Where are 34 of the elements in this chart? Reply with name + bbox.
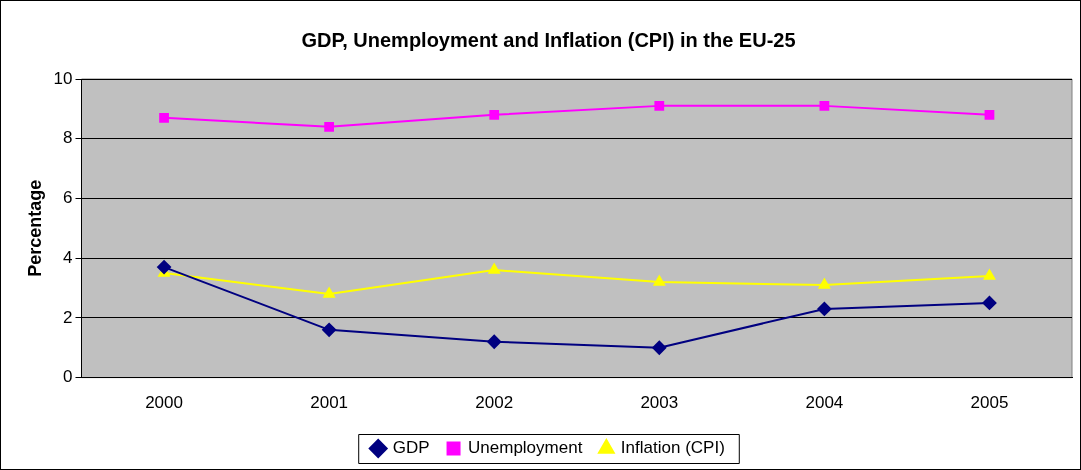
- legend-label: Unemployment: [468, 438, 583, 458]
- legend-label: Inflation (CPI): [620, 438, 725, 458]
- point: [488, 263, 500, 274]
- point: [818, 278, 831, 289]
- legend-label: GDP: [392, 438, 430, 458]
- point: [983, 269, 996, 280]
- x-tick-label: 2002: [475, 393, 514, 413]
- point: [817, 301, 832, 316]
- y-axis-title: Percentage: [24, 179, 45, 277]
- point: [819, 100, 830, 111]
- x-tick-label: 2005: [970, 393, 1009, 413]
- point: [653, 275, 666, 286]
- x-tick-label: 2004: [805, 393, 844, 413]
- point: [157, 260, 172, 275]
- y-tick-label: 0: [63, 367, 73, 387]
- y-tick-label: 6: [63, 188, 73, 208]
- y-tick-label: 10: [53, 68, 73, 88]
- y-tick-label: 8: [63, 128, 73, 148]
- x-tick-label: 2001: [310, 393, 349, 413]
- point: [982, 295, 997, 310]
- point: [159, 112, 169, 123]
- x-tick-label: 2003: [640, 393, 679, 413]
- point: [654, 100, 665, 111]
- point: [324, 121, 335, 132]
- x-tick-label: 2000: [145, 393, 183, 413]
- point: [489, 109, 500, 120]
- point: [487, 334, 502, 349]
- point: [323, 287, 335, 298]
- y-tick-label: 4: [63, 247, 73, 267]
- y-tick-label: 2: [63, 307, 73, 327]
- point: [652, 340, 667, 355]
- point: [322, 322, 337, 337]
- chart-title: GDP, Unemployment and Inflation (CPI) in the EU-25: [301, 28, 796, 51]
- point: [984, 109, 995, 120]
